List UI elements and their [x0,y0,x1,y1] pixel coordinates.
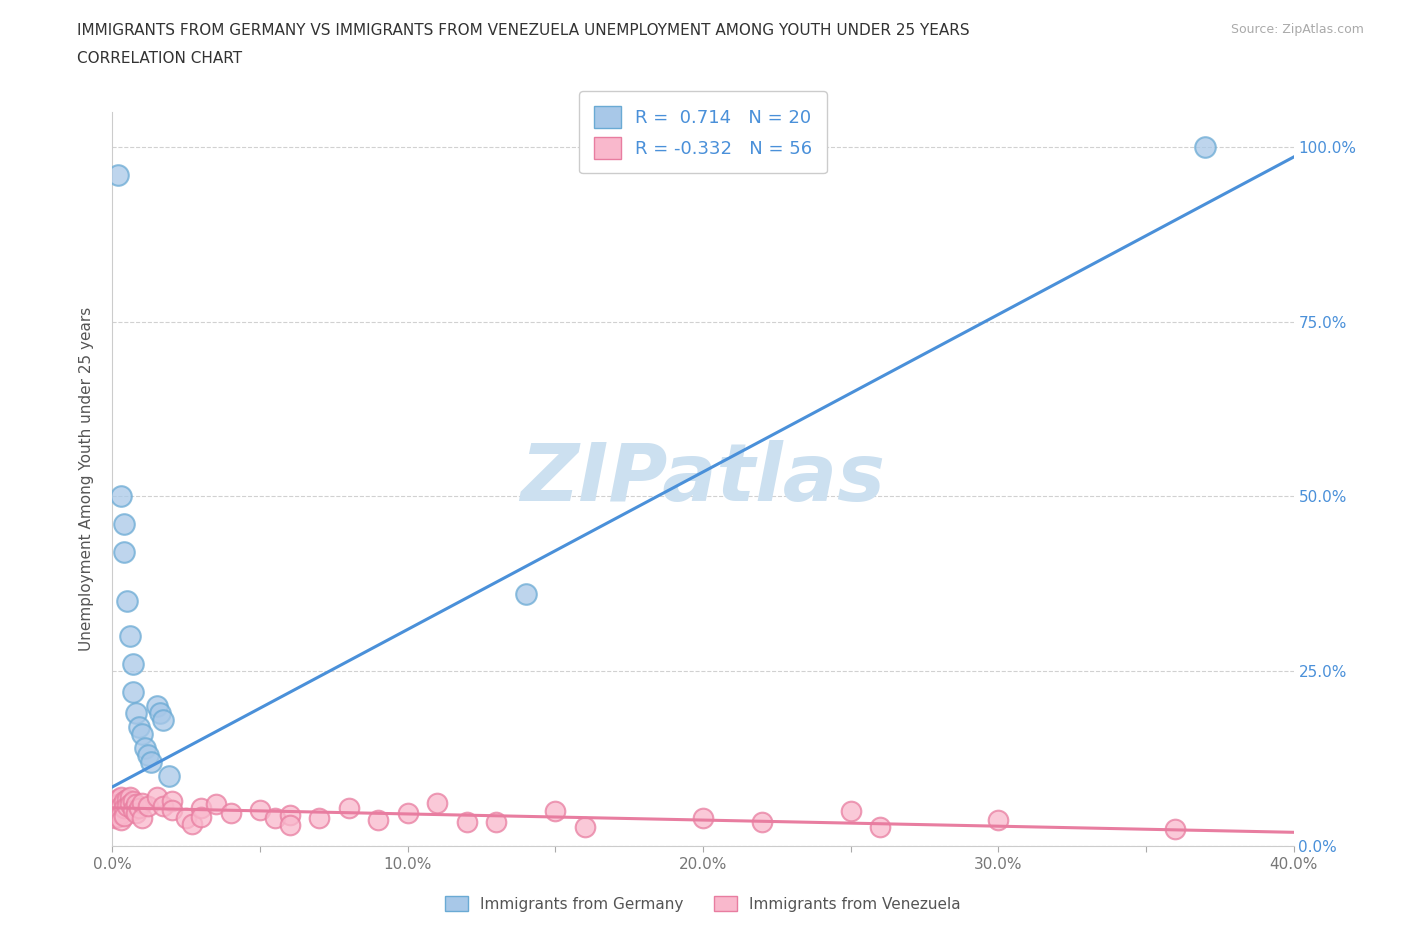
Point [987,812,1010,827]
Point [125,805,148,820]
Point [249,803,271,817]
Point [128,720,150,735]
Point [149,706,172,721]
Point [1194,140,1216,154]
Point [125,797,148,812]
Point [134,741,156,756]
Point [190,801,212,816]
Point [128,801,150,816]
Point [117,791,138,806]
Point [104,811,127,826]
Point [110,489,132,504]
Point [160,793,183,808]
Point [152,798,174,813]
Point [839,804,862,818]
Point [117,798,138,813]
Point [337,801,360,816]
Point [110,798,132,813]
Point [367,812,389,827]
Point [219,805,242,820]
Point [122,684,145,699]
Point [104,801,127,816]
Point [396,805,419,820]
Point [751,815,773,830]
Point [107,791,129,806]
Point [107,803,129,817]
Point [112,808,135,823]
Point [264,811,287,826]
Point [160,803,183,817]
Point [122,793,145,808]
Y-axis label: Unemployment Among Youth under 25 years: Unemployment Among Youth under 25 years [79,307,94,651]
Point [131,811,153,826]
Point [104,793,127,808]
Point [110,790,132,804]
Text: CORRELATION CHART: CORRELATION CHART [77,51,242,66]
Point [574,819,596,834]
Point [426,795,449,810]
Point [869,819,891,834]
Point [110,812,132,827]
Point [136,748,159,763]
Legend: Immigrants from Germany, Immigrants from Venezuela: Immigrants from Germany, Immigrants from… [439,889,967,918]
Point [107,167,129,182]
Point [104,805,127,820]
Point [146,699,169,714]
Text: Source: ZipAtlas.com: Source: ZipAtlas.com [1230,23,1364,36]
Point [112,517,135,532]
Point [112,793,135,808]
Point [131,727,153,742]
Point [456,815,478,830]
Point [117,594,138,609]
Point [174,811,197,826]
Point [308,811,330,826]
Point [485,815,508,830]
Point [107,809,129,824]
Point [125,706,148,721]
Point [136,798,159,813]
Point [692,811,714,826]
Point [122,803,145,817]
Point [112,545,135,560]
Point [131,795,153,810]
Point [205,797,228,812]
Point [181,817,204,831]
Point [120,629,142,644]
Point [120,797,142,812]
Point [544,804,567,818]
Text: ZIPatlas: ZIPatlas [520,440,886,518]
Point [112,801,135,816]
Point [146,790,169,804]
Legend: R =  0.714   N = 20, R = -0.332   N = 56: R = 0.714 N = 20, R = -0.332 N = 56 [579,91,827,173]
Point [515,587,537,602]
Point [152,713,174,728]
Point [157,769,180,784]
Point [1164,821,1187,836]
Text: IMMIGRANTS FROM GERMANY VS IMMIGRANTS FROM VENEZUELA UNEMPLOYMENT AMONG YOUTH UN: IMMIGRANTS FROM GERMANY VS IMMIGRANTS FR… [77,23,970,38]
Point [190,809,212,824]
Point [278,817,301,832]
Point [139,755,162,770]
Point [107,797,129,812]
Point [278,807,301,822]
Point [120,790,142,804]
Point [122,657,145,671]
Point [110,806,132,821]
